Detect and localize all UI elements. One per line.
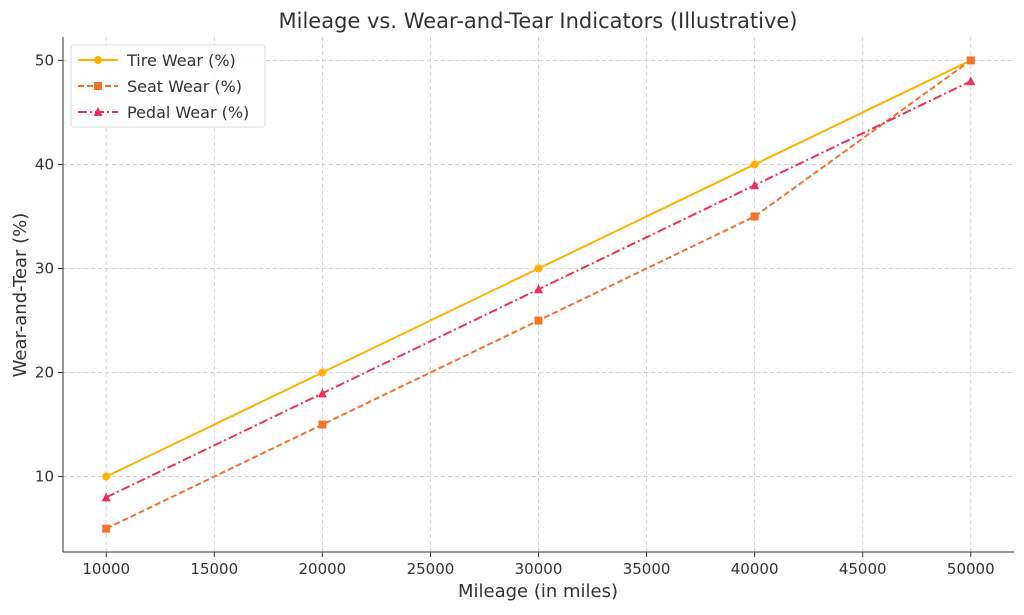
circle-marker <box>318 368 327 377</box>
axes: 10000 15000 20000 25000 30000 35000 40000 45000… <box>35 37 1014 578</box>
triangle-marker <box>317 388 327 398</box>
square-marker <box>94 82 102 90</box>
square-marker <box>750 212 759 221</box>
series-pedal-wear <box>101 76 976 502</box>
x-tick-label: 10000 <box>82 560 130 578</box>
x-axis-label: Mileage (in miles) <box>458 581 618 602</box>
x-tick-label: 25000 <box>407 560 455 578</box>
x-tick-label: 40000 <box>731 560 779 578</box>
triangle-marker <box>534 284 543 294</box>
circle-marker <box>750 160 759 169</box>
y-axis-label: Wear-and-Tear (%) <box>10 213 31 378</box>
chart-title: Mileage vs. Wear-and-Tear Indicators (Il… <box>279 9 798 33</box>
legend: Tire Wear (%) Seat Wear (%) Pedal Wear (%) <box>70 44 266 128</box>
y-tick-label: 20 <box>35 364 54 382</box>
square-marker <box>102 524 111 533</box>
legend-label: Tire Wear (%) <box>126 51 236 70</box>
triangle-marker <box>750 180 760 190</box>
x-tick-label: 15000 <box>190 560 238 578</box>
triangle-marker <box>101 492 111 502</box>
legend-box <box>70 44 266 128</box>
x-tick-label: 45000 <box>839 560 887 578</box>
triangle-marker <box>93 107 103 116</box>
square-marker <box>534 316 543 325</box>
triangle-marker <box>966 76 976 86</box>
y-tick-label: 50 <box>35 51 54 69</box>
legend-label: Seat Wear (%) <box>127 77 242 96</box>
x-tick-label: 30000 <box>515 560 563 578</box>
circle-marker <box>534 264 543 273</box>
x-tick-label: 20000 <box>299 560 347 578</box>
series-group <box>101 56 976 533</box>
y-tick-label: 40 <box>35 155 54 173</box>
y-tick-label: 10 <box>35 468 54 486</box>
circle-marker <box>94 56 102 64</box>
square-marker <box>966 56 975 65</box>
x-tick-label: 35000 <box>623 560 671 578</box>
circle-marker <box>102 472 111 481</box>
square-marker <box>318 420 327 429</box>
y-tick-label: 30 <box>35 259 54 277</box>
series-seat-wear <box>102 56 975 533</box>
legend-label: Pedal Wear (%) <box>127 103 249 122</box>
x-tick-label: 50000 <box>947 560 995 578</box>
grid <box>63 37 1014 552</box>
